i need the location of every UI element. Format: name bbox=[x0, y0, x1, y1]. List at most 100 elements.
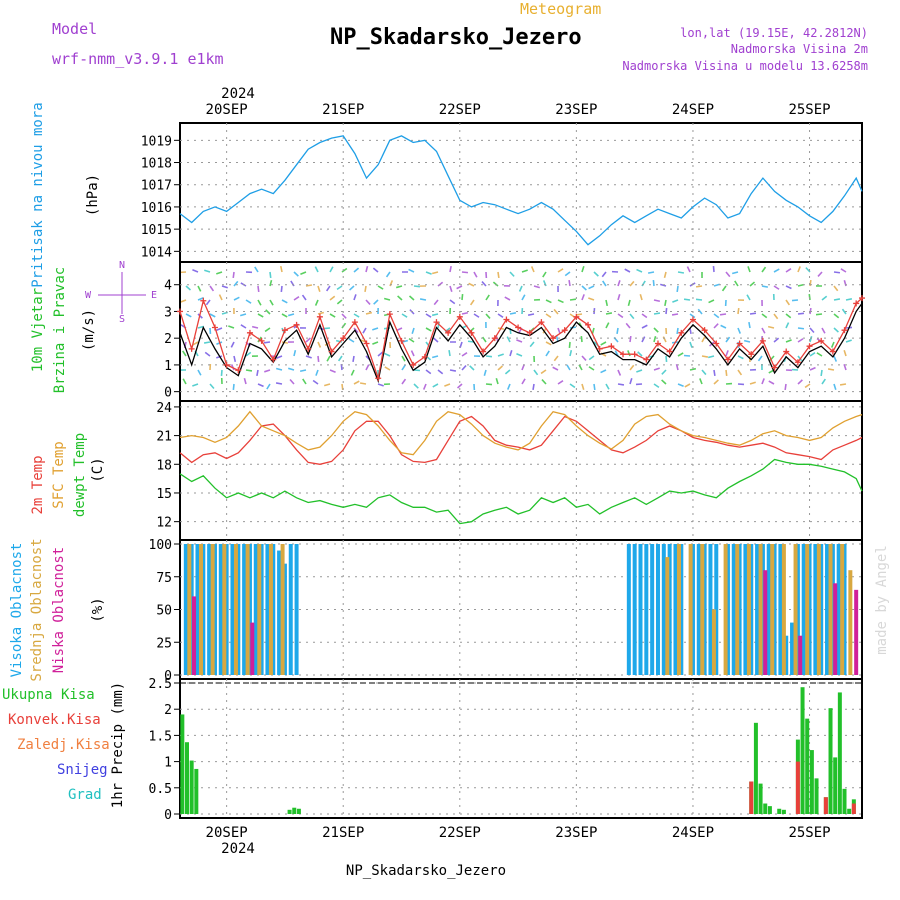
model-label: Model bbox=[52, 20, 97, 38]
wind-gust-marker bbox=[724, 356, 731, 363]
clouds-high-bar bbox=[679, 544, 684, 675]
clouds-mid-bar bbox=[816, 544, 821, 675]
top-date-label: 25SEP bbox=[788, 102, 830, 118]
wind-panel-frame bbox=[179, 261, 863, 402]
clouds-mid-bar bbox=[665, 557, 670, 675]
precip-convective-bar bbox=[749, 781, 754, 814]
wind-arrow bbox=[629, 280, 635, 287]
bottom-date-labels: 20SEP 21SEP 22SEP 23SEP 24SEP 25SEP bbox=[206, 825, 831, 841]
clouds-high-bar bbox=[825, 544, 830, 675]
wind-arrow bbox=[337, 355, 343, 362]
wind-arrow bbox=[843, 364, 847, 371]
wind-arrow bbox=[785, 339, 792, 343]
wind-arrow bbox=[821, 295, 828, 301]
clouds-high-bar bbox=[271, 544, 276, 675]
wind-arrow bbox=[809, 366, 816, 371]
wind-arrow bbox=[395, 285, 403, 289]
precip-ytick-label: 0 bbox=[164, 808, 172, 823]
wind-arrow bbox=[449, 299, 456, 305]
wind-arrow bbox=[713, 323, 719, 329]
wind-arrow bbox=[830, 341, 835, 348]
wind-arrow bbox=[359, 382, 367, 385]
wind-arrow bbox=[605, 312, 613, 315]
wind-arrow bbox=[761, 378, 765, 385]
wind-arrow bbox=[473, 313, 480, 318]
wind-arrow bbox=[317, 311, 325, 315]
wind-arrow bbox=[516, 339, 523, 343]
wind-arrow bbox=[746, 294, 751, 301]
wind-arrow bbox=[785, 268, 792, 273]
precip-total-bar bbox=[292, 807, 297, 814]
wind-arrow bbox=[341, 383, 344, 391]
wind-arrow bbox=[431, 355, 439, 359]
wind-arrow bbox=[317, 285, 321, 292]
wind-arrow bbox=[232, 383, 235, 391]
wind-arrow bbox=[408, 268, 415, 273]
wind-gust-marker bbox=[351, 319, 358, 326]
wind-arrow bbox=[504, 369, 511, 375]
precip-total-bar bbox=[777, 808, 782, 814]
wind-arrow bbox=[725, 336, 731, 343]
wind-gust-marker bbox=[340, 335, 347, 342]
wind-arrow bbox=[569, 383, 576, 389]
wind-arrow bbox=[593, 383, 596, 391]
clouds-ytick-label: 50 bbox=[156, 604, 172, 619]
wind-arrow bbox=[629, 313, 635, 320]
wind-gust-marker bbox=[561, 327, 568, 334]
wind-gust-marker bbox=[620, 351, 627, 358]
compass-west: W bbox=[85, 290, 92, 301]
clouds-mid-bar bbox=[746, 544, 751, 675]
wind-arrow bbox=[713, 379, 719, 385]
clouds-mid-bar bbox=[222, 544, 227, 675]
clouds-low-bar bbox=[833, 583, 838, 675]
wind-arrow bbox=[533, 369, 539, 376]
pressure-ytick-label: 1015 bbox=[141, 223, 172, 238]
wind-arrow bbox=[182, 378, 187, 385]
wind-arrow bbox=[581, 355, 587, 361]
precip-ytick-label: 2.5 bbox=[149, 677, 172, 692]
wind-arrow bbox=[377, 351, 384, 357]
wind-arrow bbox=[568, 341, 571, 349]
wind-arrow bbox=[521, 378, 526, 385]
wind-arrow bbox=[833, 298, 841, 301]
wind-arrow bbox=[336, 299, 343, 305]
wind-gust-marker bbox=[748, 351, 755, 358]
bottom-date-label: 22SEP bbox=[439, 825, 481, 841]
clouds-high-bar bbox=[755, 544, 760, 675]
wind-arrow bbox=[461, 293, 464, 301]
bottom-date-label: 24SEP bbox=[672, 825, 714, 841]
clouds-high-bar bbox=[236, 544, 241, 675]
precip-convective-bar bbox=[851, 803, 856, 814]
wind-arrow bbox=[677, 352, 684, 357]
wind-arrow bbox=[568, 279, 571, 287]
wind-arrow bbox=[276, 355, 283, 359]
clouds-high-bar bbox=[842, 544, 847, 675]
wind-arrow bbox=[737, 355, 744, 360]
clouds-high-bar bbox=[259, 544, 264, 675]
wind-arrow bbox=[676, 285, 679, 293]
clouds-high-bar bbox=[749, 544, 754, 675]
wind-arrow bbox=[545, 341, 552, 346]
wind-arrow bbox=[205, 299, 211, 306]
wind-gust-marker bbox=[293, 321, 300, 328]
wind-arrow bbox=[314, 266, 319, 273]
wind-arrow bbox=[686, 266, 691, 273]
wind-arrow bbox=[372, 341, 379, 345]
wind-arrow bbox=[663, 271, 667, 279]
wind-arrow bbox=[557, 380, 564, 385]
wind-gust-marker bbox=[375, 375, 382, 382]
wind-arrow bbox=[305, 284, 313, 287]
wind-arrow bbox=[495, 378, 499, 385]
wind-arrow bbox=[737, 369, 743, 376]
wind-arrow bbox=[243, 378, 247, 385]
wind-ytick-label: 2 bbox=[164, 332, 172, 347]
wind-arrow bbox=[809, 352, 816, 357]
wind-arrow bbox=[843, 350, 847, 357]
wind-arrow bbox=[821, 327, 826, 334]
wind-gust-marker bbox=[631, 351, 638, 358]
clouds-mid-bar bbox=[723, 544, 728, 675]
clouds-high-bar bbox=[242, 544, 247, 675]
wind-arrow bbox=[485, 355, 493, 358]
wind-arrow bbox=[341, 313, 347, 319]
